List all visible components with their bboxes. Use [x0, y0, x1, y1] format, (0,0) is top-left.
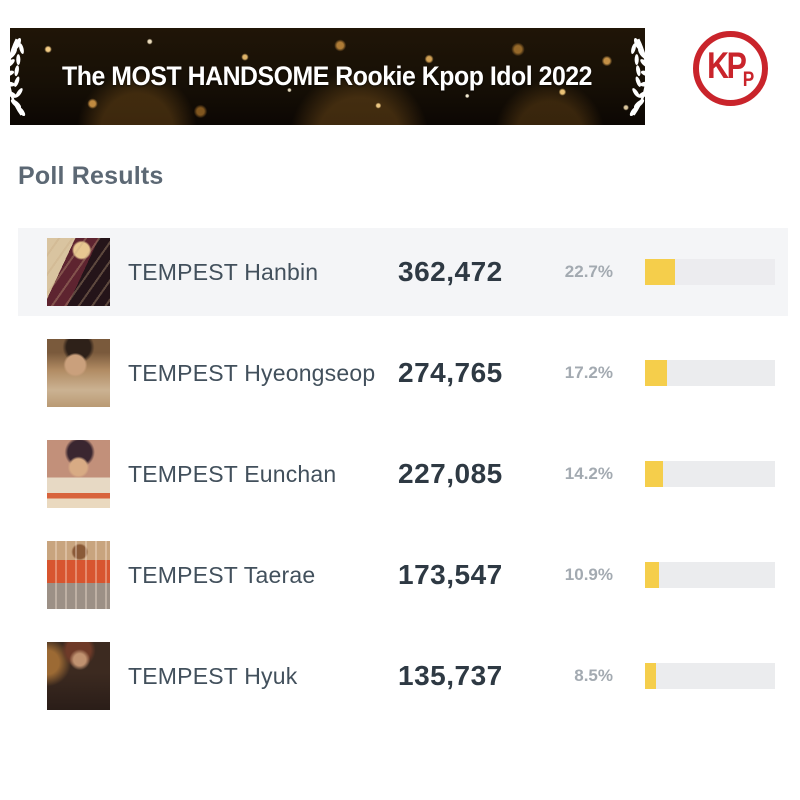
poll-row[interactable]: TEMPEST Hyeongseop 274,765 17.2%	[18, 329, 788, 417]
poll-results-list: TEMPEST Hanbin 362,472 22.7% TEMPEST Hye…	[18, 228, 788, 733]
poll-banner: The MOST HANDSOME Rookie Kpop Idol 2022	[2, 28, 653, 125]
result-bar-track	[645, 360, 775, 386]
poll-row[interactable]: TEMPEST Taerae 173,547 10.9%	[18, 531, 788, 619]
result-bar-track	[645, 562, 775, 588]
laurel-left-icon	[2, 37, 26, 116]
idol-name: TEMPEST Eunchan	[128, 460, 337, 487]
result-bar-track	[645, 259, 775, 285]
page-title: Poll Results	[18, 162, 164, 190]
result-bar-fill	[645, 259, 675, 285]
banner-title: The MOST HANDSOME Rookie Kpop Idol 2022	[62, 61, 593, 91]
idol-name: TEMPEST Taerae	[128, 561, 316, 588]
result-bar-track	[645, 663, 775, 689]
poll-row[interactable]: TEMPEST Eunchan 227,085 14.2%	[18, 430, 788, 518]
result-bar-fill	[645, 562, 660, 588]
idol-photo	[47, 541, 110, 609]
result-bar-track	[645, 461, 775, 487]
vote-percentage: 14.2%	[564, 464, 613, 483]
poll-row[interactable]: TEMPEST Hanbin 362,472 22.7%	[18, 228, 788, 316]
vote-count: 227,085	[398, 458, 503, 489]
idol-photo	[47, 440, 110, 508]
idol-photo	[47, 642, 110, 710]
idol-name: TEMPEST Hyeongseop	[128, 359, 376, 386]
logo-letter-k: K	[706, 45, 729, 86]
vote-percentage: 8.5%	[574, 666, 613, 685]
kpp-logo[interactable]: K P P	[693, 31, 768, 106]
idol-name: TEMPEST Hanbin	[128, 258, 319, 285]
vote-count: 362,472	[398, 256, 503, 287]
kpp-monogram: K P P	[707, 47, 754, 90]
vote-count: 173,547	[398, 559, 503, 590]
vote-count: 135,737	[398, 660, 503, 691]
vote-count: 274,765	[398, 357, 503, 388]
vote-percentage: 22.7%	[564, 262, 613, 281]
idol-name: TEMPEST Hyuk	[128, 662, 298, 689]
poll-row[interactable]: TEMPEST Hyuk 135,737 8.5%	[18, 632, 788, 720]
result-bar-fill	[645, 461, 664, 487]
laurel-right-icon	[629, 37, 653, 116]
idol-photo	[47, 339, 110, 407]
logo-letter-p-small: P	[742, 68, 755, 91]
result-bar-fill	[645, 663, 657, 689]
result-bar-fill	[645, 360, 668, 386]
vote-percentage: 10.9%	[564, 565, 613, 584]
logo-letter-p-large: P	[726, 45, 746, 86]
vote-percentage: 17.2%	[564, 363, 613, 382]
idol-photo	[47, 238, 110, 306]
